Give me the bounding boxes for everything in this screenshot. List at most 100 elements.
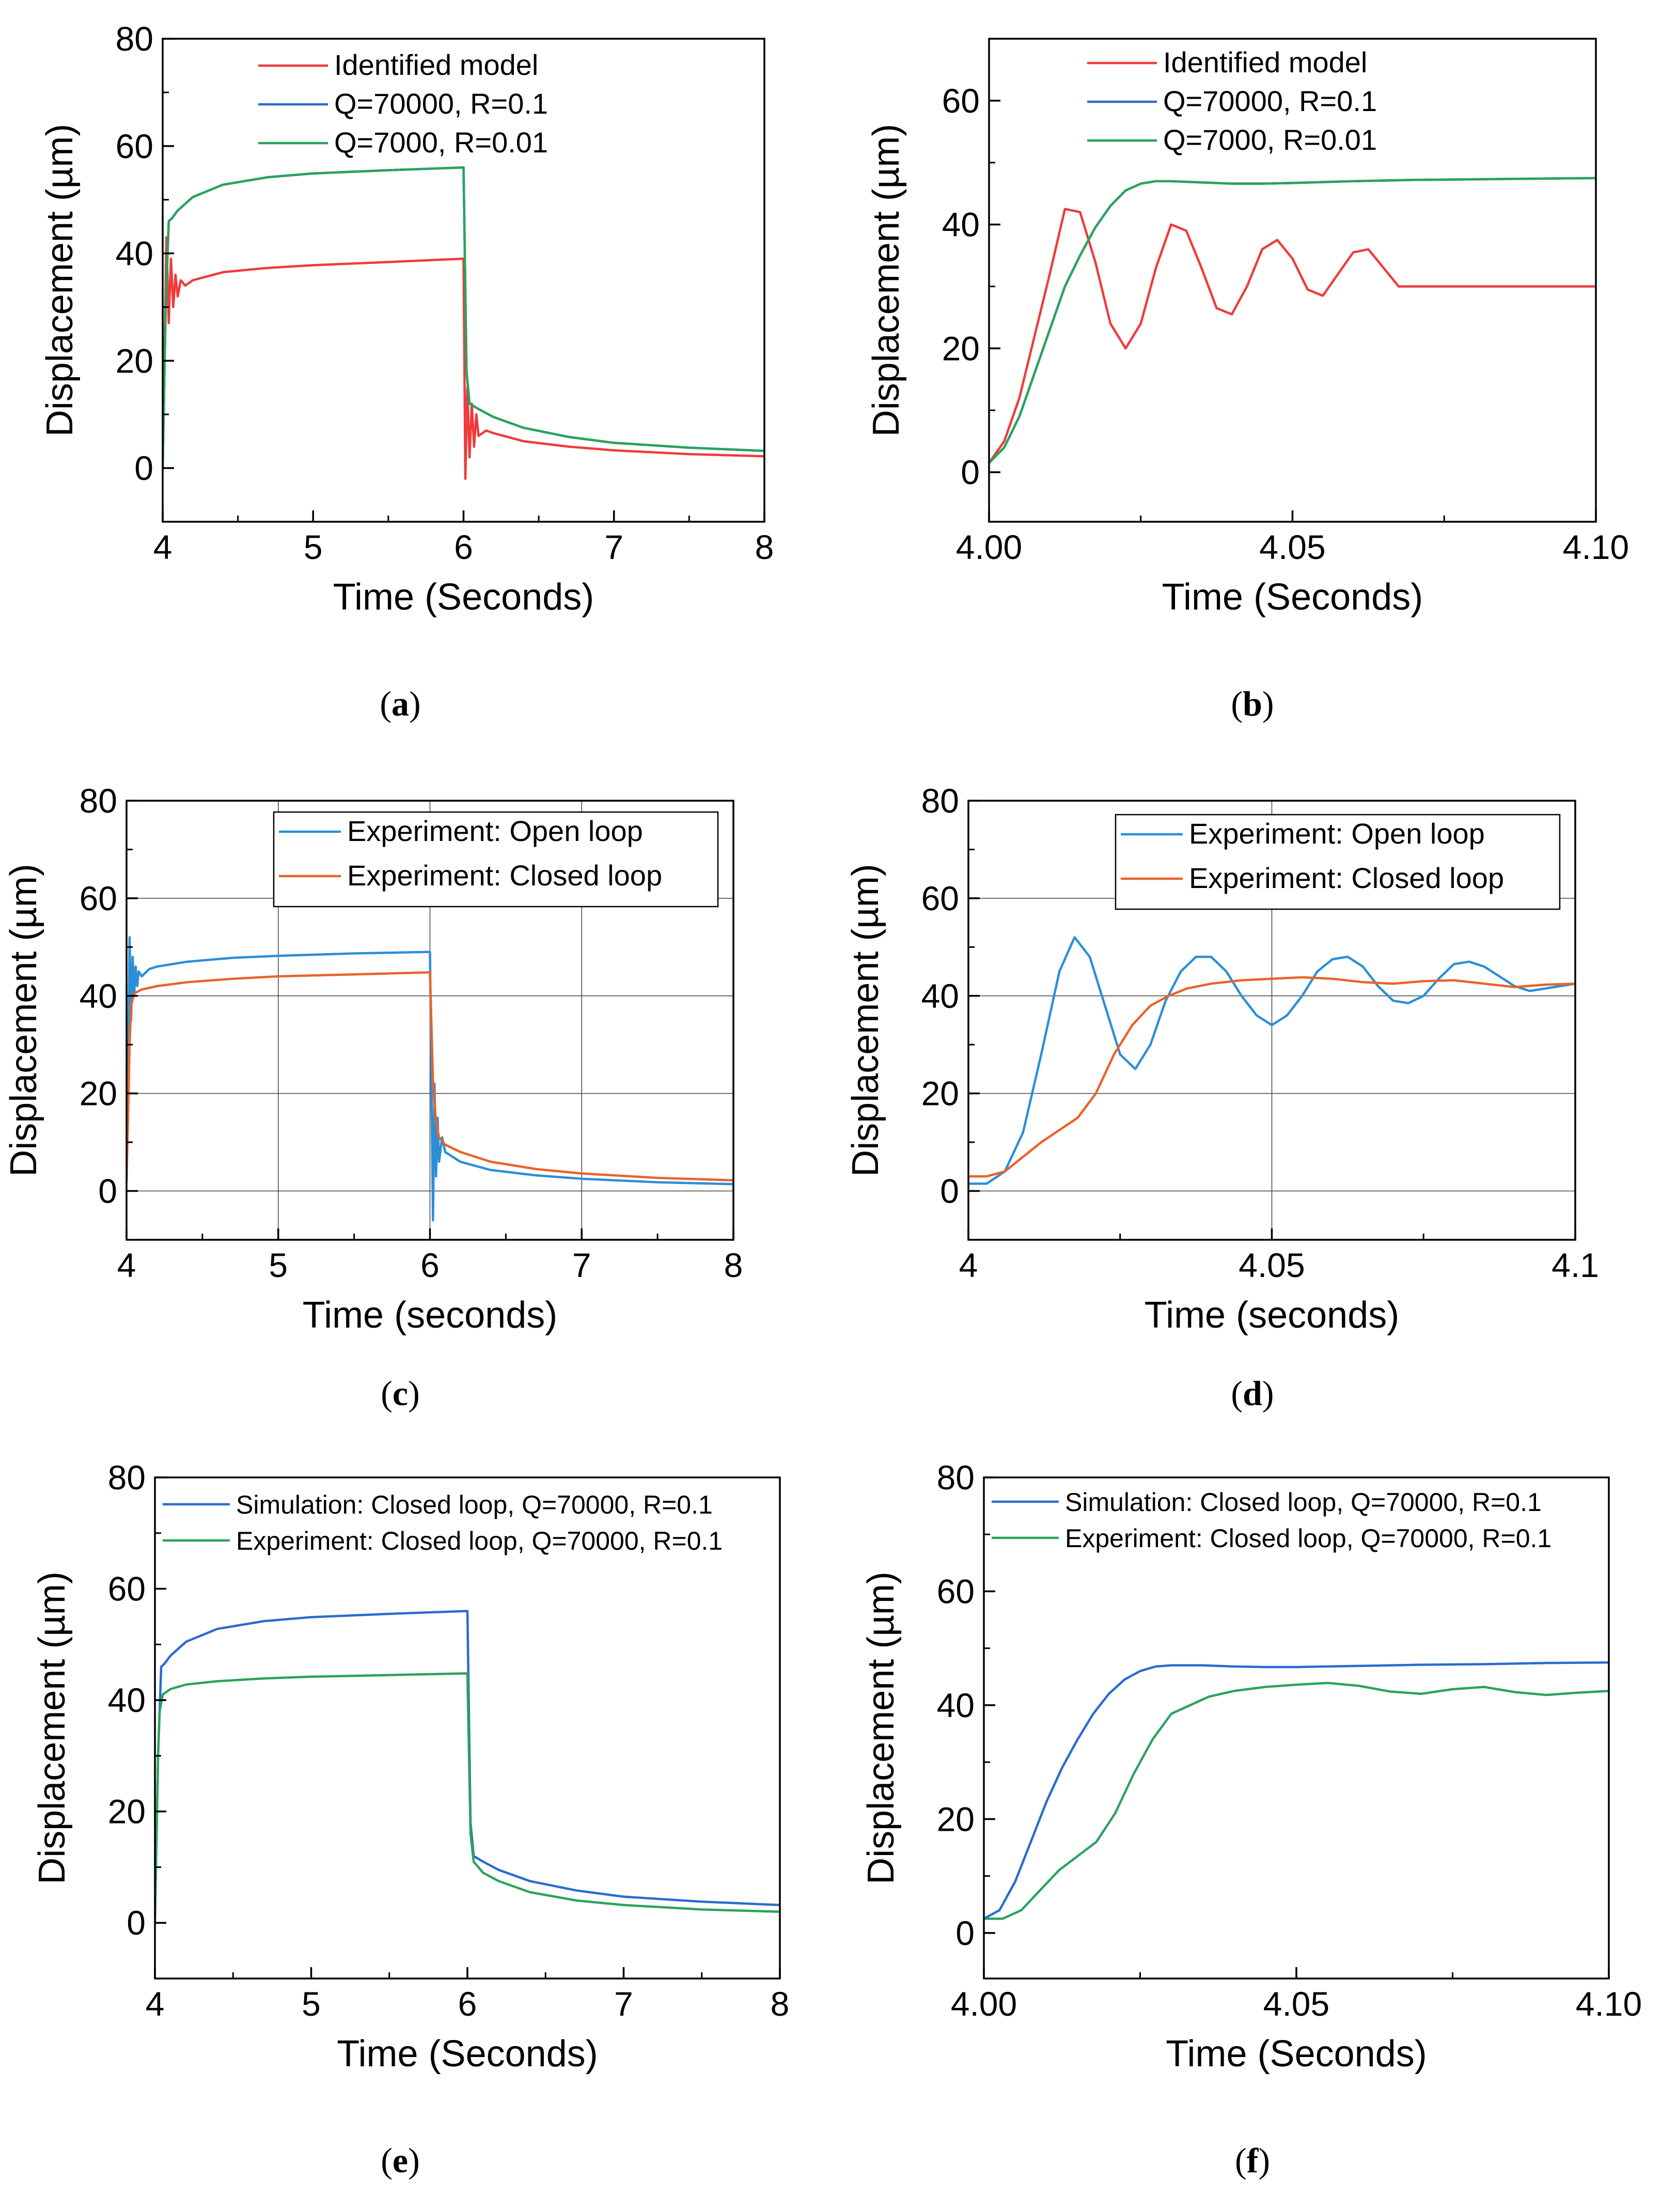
legend-entry: Experiment: Closed loop, Q=70000, R=0.1 xyxy=(236,1526,723,1555)
y-tick-label: 40 xyxy=(108,1681,146,1719)
y-tick-label: 60 xyxy=(116,127,153,165)
x-tick-label: 4.10 xyxy=(1576,1985,1642,2023)
y-tick-label: 60 xyxy=(80,879,117,917)
x-tick-label: 4.05 xyxy=(1263,1985,1329,2023)
series-line-d-1 xyxy=(968,976,1575,1178)
x-tick-label: 6 xyxy=(458,1985,477,2023)
y-tick-label: 60 xyxy=(108,1570,146,1608)
y-tick-label: 20 xyxy=(108,1793,146,1831)
legend-entry: Q=7000, R=0.01 xyxy=(334,126,548,159)
panel-caption: (b) xyxy=(1231,684,1274,723)
x-tick-label: 4 xyxy=(146,1985,165,2023)
y-tick-label: 80 xyxy=(921,782,959,820)
legend-entry: Experiment: Closed loop xyxy=(1189,862,1504,894)
y-tick-label: 80 xyxy=(80,782,117,820)
x-tick-label: 4.1 xyxy=(1551,1246,1599,1284)
x-axis-label: Time (Seconds) xyxy=(1162,577,1423,618)
x-tick-label: 5 xyxy=(269,1246,288,1284)
legend-entry: Identified model xyxy=(1163,46,1367,79)
x-axis-label: Time (Seconds) xyxy=(337,2033,598,2075)
x-tick-label: 4.10 xyxy=(1563,528,1629,566)
legend-entry: Experiment: Open loop xyxy=(347,815,643,847)
x-tick-label: 4.05 xyxy=(1239,1246,1305,1284)
y-tick-label: 20 xyxy=(937,1800,975,1838)
y-tick-label: 20 xyxy=(942,329,980,367)
x-tick-label: 4 xyxy=(117,1246,136,1284)
y-tick-label: 40 xyxy=(942,206,980,244)
series-line-b-1 xyxy=(989,177,1596,464)
y-tick-label: 0 xyxy=(940,1172,959,1210)
y-axis-label: Displacement (µm) xyxy=(866,124,907,437)
legend-entry: Simulation: Closed loop, Q=70000, R=0.1 xyxy=(236,1490,713,1519)
legend-entry: Identified model xyxy=(334,49,538,81)
x-tick-label: 5 xyxy=(304,528,323,566)
panel-b: 4.00 4.05 4.10 0 20 40 60 Time (Seconds) Displac… xyxy=(866,38,1629,723)
legend-entry: Experiment: Open loop xyxy=(1189,817,1485,850)
x-tick-label: 4.00 xyxy=(951,1985,1017,2023)
x-axis-label: Time (Seconds) xyxy=(1166,2033,1427,2075)
panel-caption: (c) xyxy=(381,1374,420,1413)
y-tick-label: 80 xyxy=(116,20,153,58)
legend-entry: Q=7000, R=0.01 xyxy=(1163,123,1377,156)
panel-d: 4 4.05 4.1 0 20 40 60 80 Time (seconds) Displacem… xyxy=(845,782,1599,1413)
x-tick-label: 5 xyxy=(302,1985,321,2023)
y-tick-label: 20 xyxy=(116,341,153,380)
legend-entry: Experiment: Closed loop, Q=70000, R=0.1 xyxy=(1065,1524,1551,1553)
y-axis-label: Displacement (µm) xyxy=(845,864,886,1177)
y-tick-label: 20 xyxy=(921,1074,959,1113)
legend-frame xyxy=(273,811,719,908)
legend-entry: Simulation: Closed loop, Q=70000, R=0.1 xyxy=(1065,1488,1542,1517)
y-tick-label: 60 xyxy=(921,879,959,917)
y-tick-label: 0 xyxy=(961,453,980,491)
legend-entry: Q=70000, R=0.1 xyxy=(1163,85,1377,117)
x-tick-label: 4 xyxy=(959,1246,978,1284)
x-axis-label: Time (seconds) xyxy=(1145,1295,1399,1336)
legend-frame xyxy=(1115,814,1561,910)
legend-entry: Q=70000, R=0.1 xyxy=(334,87,548,120)
series-line-e-0 xyxy=(155,1610,780,1923)
series-line-b-0 xyxy=(989,208,1596,464)
x-axis-label: Time (seconds) xyxy=(303,1295,557,1336)
x-tick-label: 4.00 xyxy=(956,528,1022,566)
x-tick-label: 7 xyxy=(614,1985,633,2023)
panel-caption: (e) xyxy=(381,2141,420,2180)
x-axis-label: Time (Seconds) xyxy=(333,577,594,618)
y-tick-label: 80 xyxy=(108,1458,146,1497)
panel-caption: (d) xyxy=(1231,1374,1274,1413)
x-tick-label: 4 xyxy=(153,528,173,566)
series-line-a-0 xyxy=(163,236,764,480)
series-line-c-0 xyxy=(127,936,733,1222)
y-tick-label: 60 xyxy=(937,1572,975,1610)
series-line-a-2 xyxy=(163,166,764,469)
x-tick-label: 8 xyxy=(755,528,774,566)
series-line-b-2 xyxy=(989,177,1596,464)
x-tick-label: 8 xyxy=(771,1985,790,2023)
series-line-f-1 xyxy=(984,1681,1609,1920)
x-tick-label: 4.05 xyxy=(1259,528,1325,566)
legend-entry: Experiment: Closed loop xyxy=(347,859,662,892)
y-tick-label: 0 xyxy=(98,1172,117,1210)
y-tick-label: 0 xyxy=(955,1914,975,1952)
x-tick-label: 6 xyxy=(420,1246,440,1284)
x-tick-label: 7 xyxy=(572,1246,591,1284)
series-line-e-1 xyxy=(155,1672,780,1913)
y-tick-label: 40 xyxy=(937,1686,975,1724)
y-tick-label: 0 xyxy=(127,1904,146,1942)
series-line-d-0 xyxy=(968,936,1575,1185)
y-axis-label: Displacement (µm) xyxy=(32,1571,73,1884)
panel-caption: (f) xyxy=(1235,2141,1270,2180)
x-tick-label: 8 xyxy=(724,1246,743,1284)
y-axis-label: Displacement (µm) xyxy=(860,1571,902,1884)
x-tick-label: 6 xyxy=(454,528,473,566)
y-tick-label: 60 xyxy=(942,82,980,120)
y-tick-label: 40 xyxy=(116,235,153,273)
panel-caption: (a) xyxy=(380,684,420,723)
y-axis-label: Displacement (µm) xyxy=(39,124,81,437)
y-tick-label: 40 xyxy=(80,977,117,1015)
x-tick-label: 7 xyxy=(604,528,623,566)
series-line-f-0 xyxy=(984,1661,1609,1920)
